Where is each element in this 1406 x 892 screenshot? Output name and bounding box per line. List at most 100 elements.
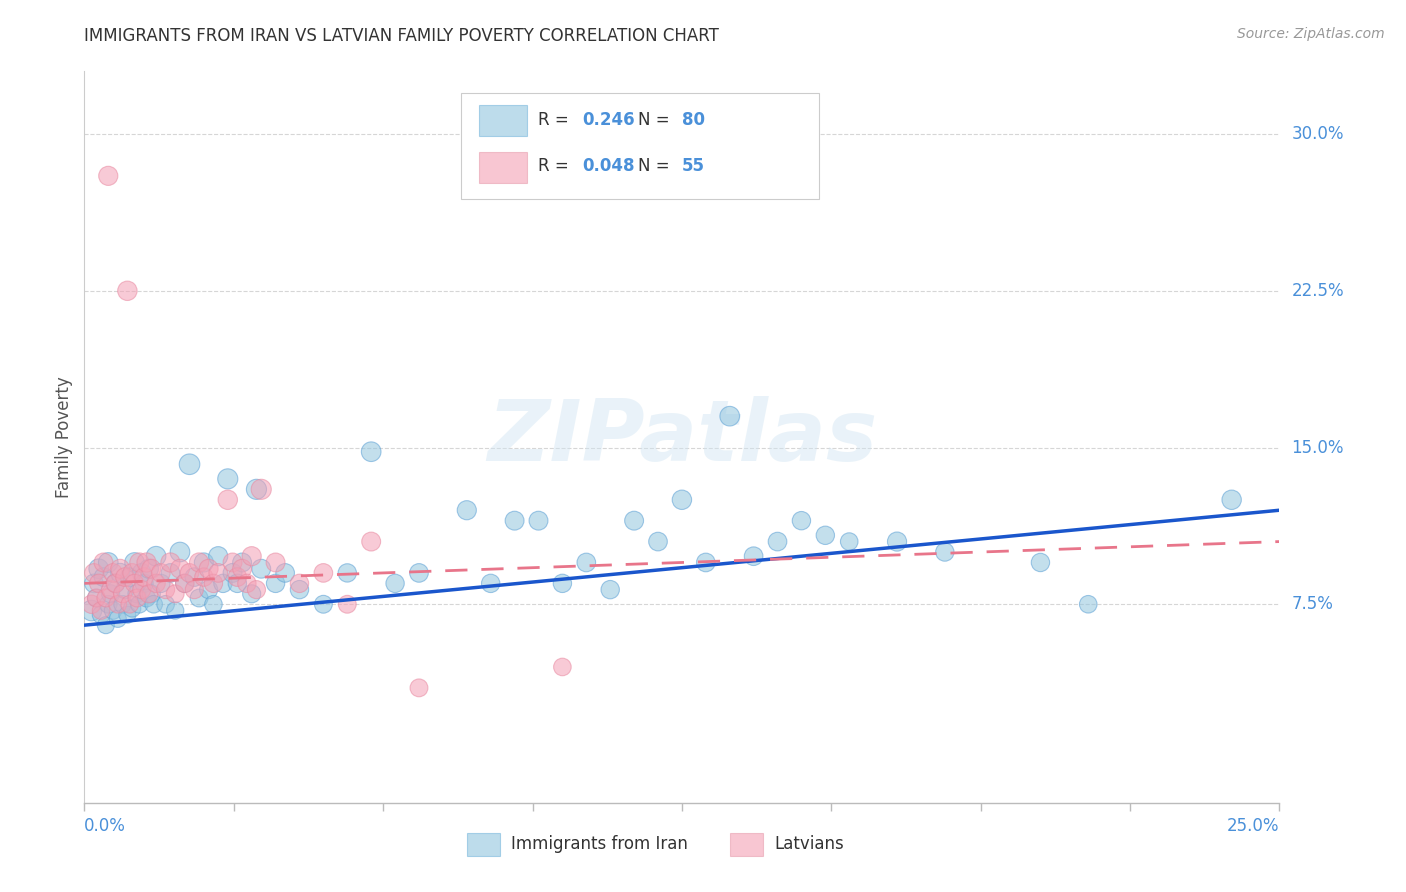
Point [93, 556, 115, 570]
Point [131, 566, 153, 580]
Point [155, 582, 177, 597]
Point [124, 556, 146, 570]
Point [155, 597, 177, 611]
FancyBboxPatch shape [730, 833, 763, 856]
Point [188, 591, 211, 605]
Point [814, 528, 837, 542]
Point [886, 534, 908, 549]
Point [117, 607, 139, 622]
Point [169, 545, 191, 559]
Point [231, 562, 253, 576]
Text: 0.246: 0.246 [582, 112, 636, 129]
Text: 7.5%: 7.5% [1292, 595, 1333, 614]
Point [671, 492, 693, 507]
Point [695, 556, 717, 570]
Point [384, 576, 406, 591]
Point [312, 566, 335, 580]
Point [104, 576, 127, 591]
Point [288, 576, 311, 591]
Point [128, 597, 150, 611]
Point [527, 514, 550, 528]
Text: 25.0%: 25.0% [1227, 817, 1279, 836]
Text: R =: R = [538, 158, 575, 176]
Text: 0.048: 0.048 [582, 158, 636, 176]
Point [264, 576, 287, 591]
Y-axis label: Family Poverty: Family Poverty [55, 376, 73, 498]
Point [149, 566, 172, 580]
Point [599, 582, 621, 597]
Point [86, 591, 108, 605]
Point [138, 562, 160, 576]
Point [142, 597, 165, 611]
Point [274, 566, 297, 580]
Point [236, 576, 259, 591]
Point [86, 591, 108, 605]
Point [101, 566, 124, 580]
FancyBboxPatch shape [467, 833, 501, 856]
Point [551, 576, 574, 591]
Point [360, 444, 382, 458]
Point [165, 587, 187, 601]
Point [97, 169, 120, 183]
Point [179, 566, 201, 580]
Point [197, 562, 219, 576]
Point [934, 545, 956, 559]
Text: Latvians: Latvians [773, 836, 844, 854]
Point [217, 492, 239, 507]
Point [114, 570, 136, 584]
Point [240, 587, 263, 601]
Point [221, 556, 243, 570]
Point [131, 582, 153, 597]
Point [110, 566, 132, 580]
Point [124, 576, 146, 591]
Point [145, 549, 167, 564]
Text: N =: N = [638, 158, 675, 176]
Point [121, 601, 143, 615]
Point [226, 576, 249, 591]
Point [94, 591, 117, 605]
FancyBboxPatch shape [479, 152, 527, 183]
Point [217, 472, 239, 486]
Text: 22.5%: 22.5% [1292, 282, 1344, 300]
Point [183, 570, 205, 584]
Point [128, 556, 150, 570]
Point [456, 503, 478, 517]
Point [90, 607, 112, 622]
Point [138, 587, 160, 601]
Point [93, 570, 115, 584]
Text: Immigrants from Iran: Immigrants from Iran [510, 836, 688, 854]
Point [159, 556, 181, 570]
FancyBboxPatch shape [461, 94, 820, 200]
Point [742, 549, 765, 564]
Point [188, 556, 211, 570]
Point [87, 562, 110, 576]
Text: R =: R = [538, 112, 575, 129]
Text: Source: ZipAtlas.com: Source: ZipAtlas.com [1237, 27, 1385, 41]
Point [551, 660, 574, 674]
Point [231, 556, 253, 570]
Point [90, 603, 112, 617]
Text: 80: 80 [682, 112, 704, 129]
Point [1077, 597, 1099, 611]
Point [336, 566, 359, 580]
Point [207, 549, 229, 564]
Point [202, 597, 225, 611]
Point [111, 587, 134, 601]
Point [121, 566, 143, 580]
Point [193, 556, 215, 570]
Point [165, 603, 187, 617]
Point [250, 562, 273, 576]
Text: 55: 55 [682, 158, 704, 176]
Point [125, 587, 148, 601]
Point [360, 534, 382, 549]
Point [336, 597, 359, 611]
Point [623, 514, 645, 528]
Point [169, 562, 191, 576]
Point [838, 534, 860, 549]
Point [179, 457, 201, 471]
Point [221, 566, 243, 580]
Text: 0.0%: 0.0% [84, 817, 127, 836]
Point [718, 409, 741, 424]
Point [125, 591, 148, 605]
Text: ZIPatlas: ZIPatlas [486, 395, 877, 479]
